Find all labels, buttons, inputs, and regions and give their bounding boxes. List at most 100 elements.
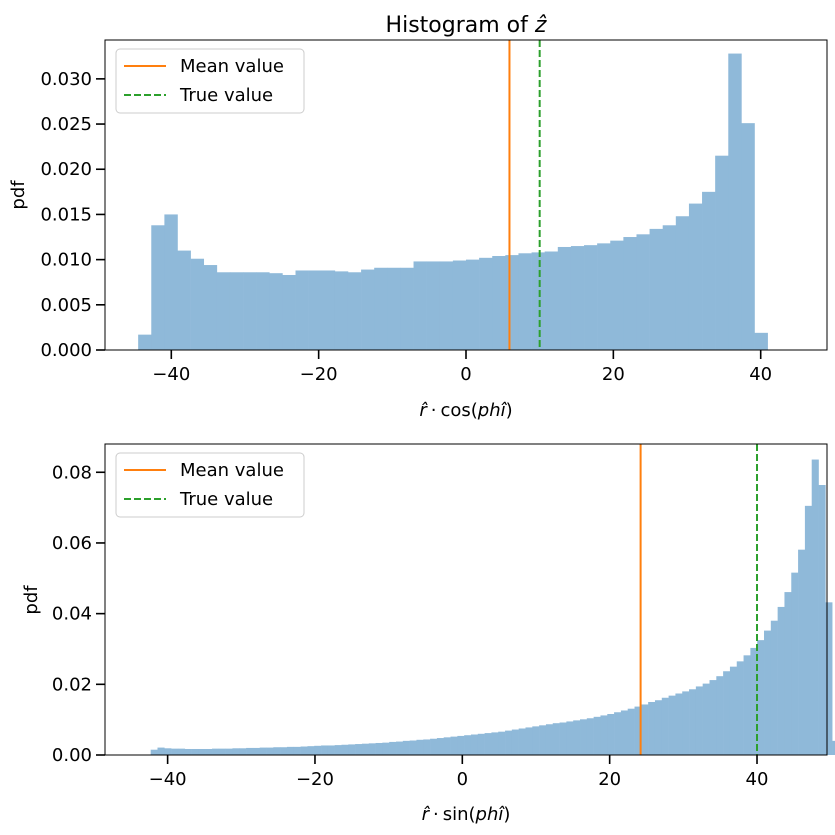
histogram-bar bbox=[492, 256, 506, 350]
histogram-bar bbox=[532, 726, 540, 755]
histogram-bar bbox=[757, 640, 765, 755]
histogram-bar bbox=[641, 704, 649, 755]
histogram-bar bbox=[649, 228, 663, 350]
histogram-bar bbox=[648, 701, 656, 755]
y-tick-label: 0.00 bbox=[52, 745, 92, 766]
histogram-bar bbox=[825, 602, 833, 755]
histogram-bar bbox=[728, 53, 742, 351]
histogram-bar bbox=[479, 257, 493, 350]
histogram-bar bbox=[531, 252, 545, 350]
histogram-bar bbox=[256, 272, 270, 350]
histogram-bar bbox=[661, 697, 669, 755]
legend-label-true: True value bbox=[179, 85, 273, 106]
histogram-bar bbox=[811, 459, 819, 755]
histogram-bar bbox=[470, 734, 479, 755]
histogram-bar bbox=[190, 258, 205, 350]
legend: Mean value True value bbox=[115, 48, 305, 114]
histogram-bar bbox=[138, 334, 152, 350]
histogram-bar bbox=[729, 666, 738, 755]
histogram-bar bbox=[593, 716, 601, 755]
x-tick-label: 20 bbox=[598, 769, 621, 790]
histogram-bar bbox=[518, 253, 532, 350]
histogram-bar bbox=[689, 689, 697, 755]
histogram-bar bbox=[584, 245, 598, 350]
histogram-bar bbox=[770, 620, 778, 755]
histogram-bar bbox=[675, 693, 683, 755]
x-tick-label: −20 bbox=[300, 364, 338, 385]
histogram-bar bbox=[402, 740, 410, 755]
histogram-bar bbox=[457, 735, 465, 755]
histogram-bar bbox=[282, 274, 296, 350]
histogram-bar bbox=[668, 695, 676, 755]
x-tick-label: 40 bbox=[749, 364, 772, 385]
y-tick-label: 0.02 bbox=[52, 674, 92, 695]
histogram-bar bbox=[400, 267, 414, 350]
histogram-bar bbox=[426, 261, 441, 350]
histogram-bar bbox=[225, 748, 233, 755]
histogram-bar bbox=[327, 745, 335, 755]
y-tick-label: 0.06 bbox=[52, 533, 92, 554]
histogram-bar bbox=[347, 272, 362, 350]
histogram-bar bbox=[295, 270, 309, 350]
histogram-bar bbox=[586, 718, 594, 755]
axes-frame bbox=[104, 443, 828, 756]
histogram-bar bbox=[675, 216, 690, 350]
histogram-bar bbox=[341, 744, 349, 755]
histogram-bar bbox=[466, 259, 480, 350]
histogram-bar bbox=[525, 727, 533, 755]
histogram-bar bbox=[736, 661, 744, 755]
histogram-bar bbox=[544, 251, 559, 350]
histogram-bar bbox=[416, 739, 424, 755]
histogram-bar bbox=[203, 265, 218, 350]
histogram-bar bbox=[216, 272, 231, 350]
histogram-bar bbox=[580, 719, 588, 755]
x-tick-label: 0 bbox=[460, 364, 471, 385]
histogram-bar bbox=[566, 721, 574, 755]
histogram-bar bbox=[804, 505, 813, 755]
histogram-bar bbox=[280, 747, 288, 755]
histogram-bar bbox=[484, 733, 492, 755]
legend-label-true: True value bbox=[179, 489, 273, 510]
x-tick-label: 20 bbox=[602, 364, 625, 385]
histogram-bar bbox=[505, 255, 519, 350]
chart-title: Histogram of ẑ bbox=[386, 13, 547, 38]
histogram-bar bbox=[413, 261, 427, 350]
histogram-bar bbox=[545, 724, 554, 755]
histogram-bar bbox=[308, 270, 323, 350]
histogram-bar bbox=[382, 742, 390, 755]
histogram-bar bbox=[334, 271, 349, 350]
histogram-bar bbox=[246, 747, 254, 755]
y-tick-label: 0.030 bbox=[40, 69, 92, 90]
histogram-bar bbox=[243, 272, 257, 350]
histogram-bar bbox=[791, 572, 799, 755]
histogram-bar bbox=[439, 261, 454, 350]
histogram-bar bbox=[559, 722, 567, 755]
histogram-bar bbox=[191, 748, 199, 755]
histogram-bar bbox=[627, 708, 635, 755]
histogram-bar bbox=[832, 740, 835, 755]
histogram-bar bbox=[232, 748, 240, 755]
histogram-bar bbox=[688, 203, 703, 350]
histogram-bar bbox=[539, 725, 547, 755]
histogram-bar bbox=[368, 743, 376, 755]
legend-label-mean: Mean value bbox=[180, 56, 284, 77]
histogram-bar bbox=[777, 606, 785, 755]
y-tick-label: 0.08 bbox=[52, 462, 92, 483]
y-tick-label: 0.000 bbox=[40, 340, 92, 361]
histogram-bar bbox=[164, 214, 178, 350]
reference-lines bbox=[639, 444, 759, 755]
histogram-bar bbox=[150, 749, 158, 755]
y-tick-label: 0.010 bbox=[40, 250, 92, 271]
histogram-bars bbox=[138, 53, 768, 351]
y-axis-ticks: 0.000 0.005 0.010 0.015 0.020 0.025 0.030 bbox=[40, 69, 105, 361]
histogram-bar bbox=[477, 733, 485, 755]
histogram-bar bbox=[636, 234, 650, 350]
x-tick-label: −20 bbox=[296, 769, 334, 790]
histogram-bar bbox=[784, 592, 792, 755]
histogram-bar bbox=[198, 748, 206, 755]
histogram-bar bbox=[452, 260, 467, 350]
histogram-bar bbox=[597, 243, 611, 350]
x-tick-label: 40 bbox=[746, 769, 769, 790]
histogram-bar bbox=[498, 731, 506, 755]
